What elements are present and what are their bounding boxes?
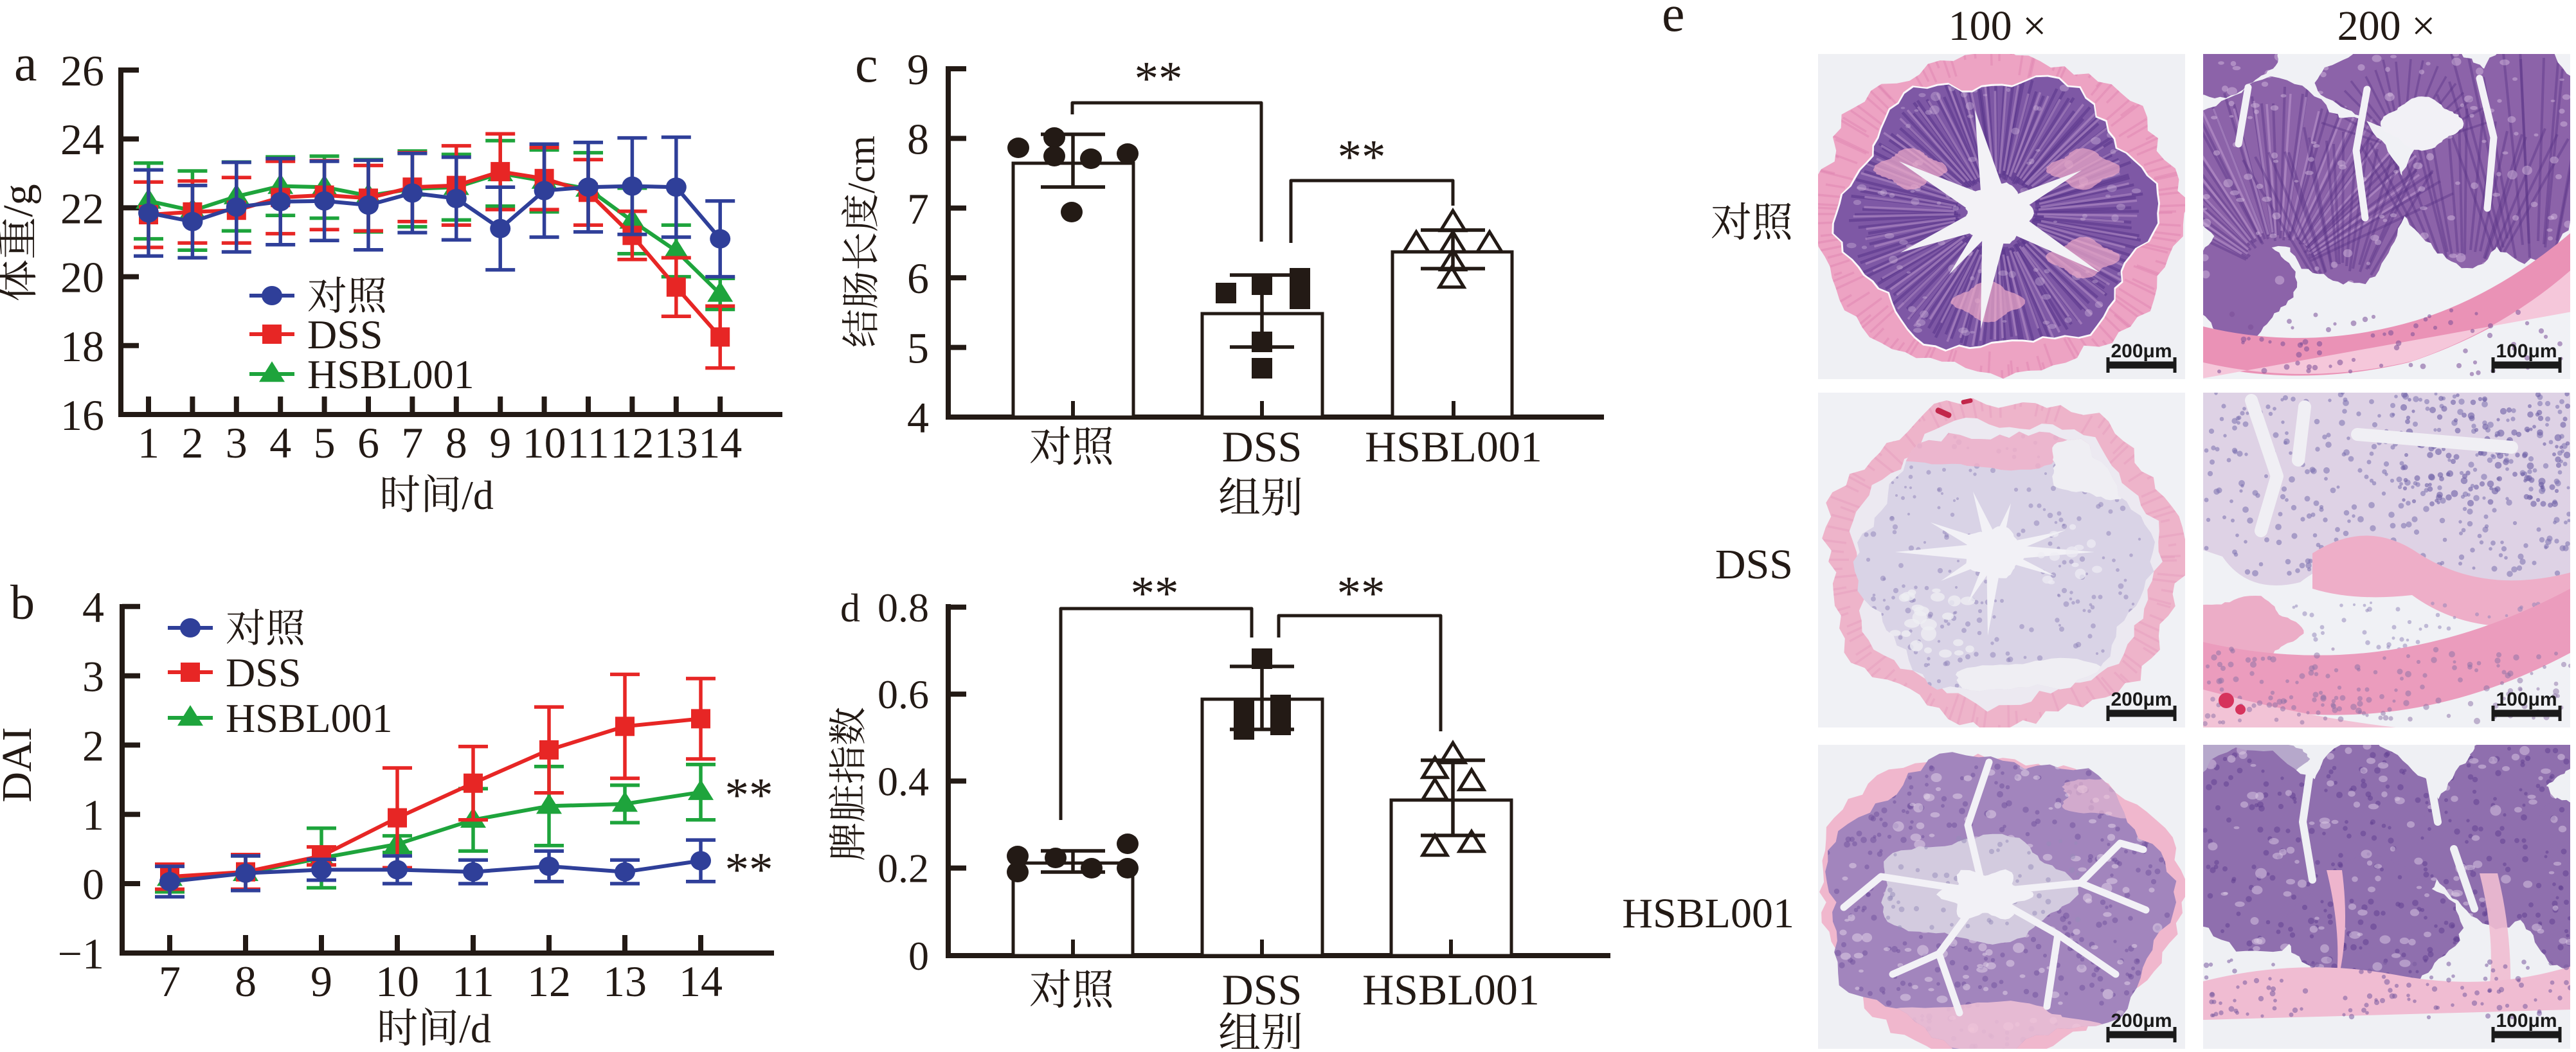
svg-text:22: 22 [60, 184, 104, 233]
svg-text:6: 6 [357, 418, 379, 467]
svg-text:100 ×: 100 × [1949, 3, 2047, 49]
svg-text:**: ** [725, 769, 773, 822]
svg-text:DSS: DSS [1715, 541, 1793, 588]
svg-text:HSBL001: HSBL001 [1362, 965, 1540, 1014]
svg-text:DSS: DSS [1222, 965, 1302, 1014]
svg-text:3: 3 [226, 418, 248, 467]
svg-text:HSBL001: HSBL001 [1622, 890, 1794, 937]
svg-text:200μm: 200μm [2111, 341, 2172, 362]
svg-text:200μm: 200μm [2111, 689, 2172, 710]
svg-text:100μm: 100μm [2496, 689, 2557, 710]
svg-text:8: 8 [907, 114, 929, 163]
svg-text:12: 12 [610, 418, 654, 467]
svg-text:0.2: 0.2 [878, 846, 929, 891]
svg-text:**: ** [725, 843, 773, 896]
svg-text:16: 16 [60, 391, 104, 440]
svg-text:6: 6 [907, 254, 929, 303]
svg-text:4: 4 [269, 418, 291, 467]
svg-text:100μm: 100μm [2496, 341, 2557, 362]
svg-text:HSBL001: HSBL001 [226, 695, 393, 741]
svg-text:200 ×: 200 × [2337, 3, 2436, 49]
svg-text:9: 9 [907, 45, 929, 94]
svg-text:3: 3 [82, 652, 104, 701]
svg-text:10: 10 [375, 957, 419, 1006]
svg-text:4: 4 [82, 583, 104, 632]
svg-text:0.8: 0.8 [878, 585, 929, 630]
svg-text:**: ** [1337, 567, 1385, 620]
svg-text:**: ** [1135, 52, 1183, 105]
svg-text:14: 14 [698, 418, 742, 467]
svg-text:10: 10 [523, 418, 566, 467]
svg-text:e: e [1662, 0, 1685, 42]
svg-text:d: d [840, 587, 860, 630]
svg-text:/g: /g [0, 184, 42, 217]
svg-text:11: 11 [452, 957, 494, 1006]
svg-text:/d: /d [459, 1006, 491, 1049]
svg-text:**: ** [1338, 130, 1386, 184]
svg-text:b: b [10, 576, 35, 630]
svg-text:7: 7 [159, 957, 181, 1006]
svg-text:13: 13 [603, 957, 647, 1006]
svg-text:4: 4 [907, 393, 929, 442]
svg-text:13: 13 [654, 418, 698, 467]
svg-text:5: 5 [314, 418, 336, 467]
svg-text:8: 8 [235, 957, 257, 1006]
svg-text:DSS: DSS [1222, 422, 1302, 471]
svg-text:0: 0 [908, 933, 929, 979]
svg-text:a: a [14, 35, 37, 92]
svg-text:1: 1 [138, 418, 159, 467]
svg-text:DSS: DSS [307, 312, 383, 357]
svg-text:0.4: 0.4 [878, 758, 929, 804]
svg-text:5: 5 [907, 324, 929, 373]
svg-text:0: 0 [82, 860, 104, 909]
svg-text:1: 1 [82, 790, 104, 839]
svg-text:7: 7 [907, 184, 929, 233]
svg-text:14: 14 [679, 957, 723, 1006]
svg-text:100μm: 100μm [2496, 1010, 2557, 1031]
svg-text:9: 9 [311, 957, 332, 1006]
svg-text:12: 12 [527, 957, 571, 1006]
svg-text:7: 7 [401, 418, 423, 467]
svg-text:DSS: DSS [226, 650, 301, 695]
svg-text:9: 9 [489, 418, 511, 467]
svg-text:2: 2 [181, 418, 203, 467]
svg-text:c: c [855, 37, 878, 93]
svg-text:18: 18 [60, 322, 104, 371]
svg-text:−1: −1 [58, 929, 104, 978]
svg-text:2: 2 [82, 721, 104, 770]
svg-text:/d: /d [462, 472, 494, 518]
svg-text:24: 24 [60, 115, 104, 164]
svg-text:0.6: 0.6 [878, 672, 929, 717]
svg-text:20: 20 [60, 253, 104, 302]
svg-text:/cm: /cm [840, 136, 883, 193]
svg-text:DAI: DAI [0, 727, 41, 802]
svg-text:11: 11 [567, 418, 609, 467]
svg-text:**: ** [1131, 567, 1179, 620]
svg-text:HSBL001: HSBL001 [1365, 422, 1542, 471]
svg-text:26: 26 [60, 46, 104, 95]
svg-text:8: 8 [446, 418, 467, 467]
svg-text:HSBL001: HSBL001 [307, 352, 474, 397]
svg-text:200μm: 200μm [2111, 1010, 2172, 1031]
